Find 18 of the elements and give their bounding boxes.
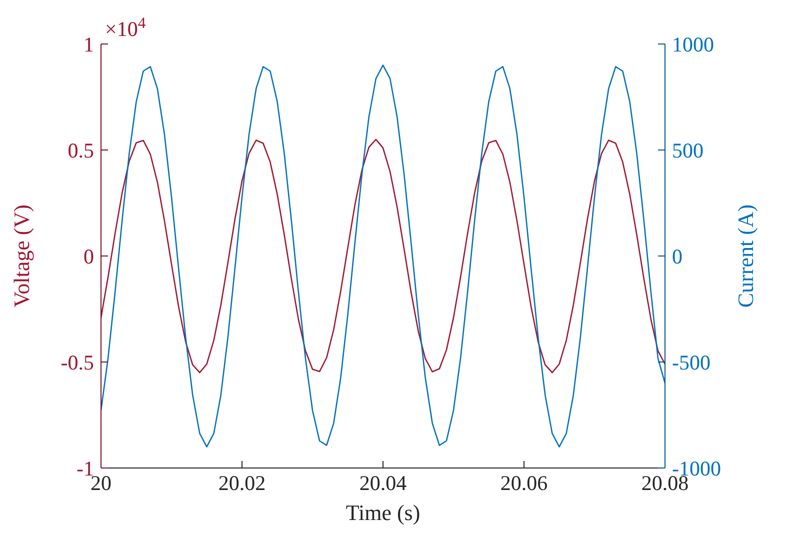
y-axis-title: Voltage (V) — [8, 204, 34, 308]
x-tick-label: 20 — [90, 470, 112, 495]
y2-tick-label: 0 — [672, 244, 682, 268]
y-tick-label: 0.5 — [68, 138, 94, 162]
x-axis-title: Time (s) — [346, 500, 420, 525]
x-tick-label: 20.04 — [359, 470, 408, 495]
y-tick-label: 0 — [84, 244, 94, 268]
line-series — [101, 64, 665, 448]
text: ×10$^{4}$ — [105, 14, 146, 41]
y2-tick-label: -500 — [672, 350, 710, 374]
y-tick-label: 1 — [84, 32, 94, 56]
line-series — [101, 138, 665, 374]
y2-tick-label: 1000 — [672, 32, 714, 56]
y2-axis-title: Current (A) — [732, 204, 758, 308]
x-tick-label: 20.06 — [500, 470, 548, 495]
y2-tick-label: 500 — [672, 138, 704, 162]
y-tick-label: -0.5 — [60, 350, 94, 374]
x-tick-label: 20.02 — [218, 470, 266, 495]
